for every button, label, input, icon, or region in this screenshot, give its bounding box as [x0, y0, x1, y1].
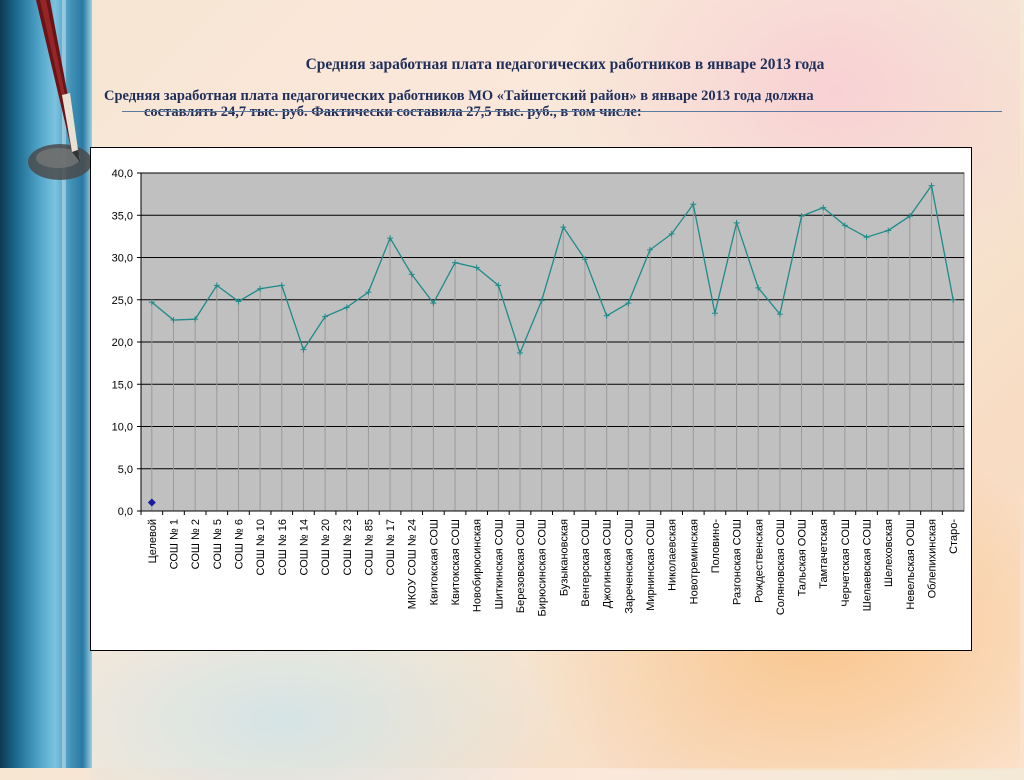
x-tick-label: Бузыкановская	[558, 519, 570, 596]
y-tick-label: 15,0	[112, 379, 133, 391]
data-point	[841, 222, 848, 229]
x-tick-label: СОШ № 14	[298, 519, 310, 576]
data-point	[776, 311, 783, 318]
subtitle-line-2: составлять 24,7 тыс. руб. Фактически сос…	[144, 104, 642, 120]
x-tick-label: Шиткинская СОШ	[493, 519, 505, 609]
x-tick-label: Шелаевская СОШ	[862, 519, 874, 611]
x-tick-label: Рождественская	[753, 519, 765, 603]
data-point	[538, 297, 545, 304]
y-tick-label: 25,0	[112, 295, 133, 307]
data-point	[950, 296, 957, 303]
x-tick-label: СОШ № 23	[342, 519, 354, 576]
data-point	[711, 310, 718, 317]
x-tick-label: Березовская СОШ	[515, 519, 527, 613]
data-point	[452, 259, 459, 266]
pen-icon	[28, 0, 92, 180]
data-point	[690, 201, 697, 208]
decorative-stripe	[62, 0, 66, 768]
data-point	[495, 282, 502, 289]
data-point	[213, 282, 220, 289]
data-point	[755, 284, 762, 291]
data-point	[343, 304, 350, 311]
x-tick-label: Николаевская	[667, 519, 679, 591]
x-tick-label: Новобирюсинская	[472, 519, 484, 612]
data-point	[863, 234, 870, 241]
data-point	[820, 204, 827, 211]
data-point	[733, 219, 740, 226]
decorative-side-bar	[0, 0, 92, 768]
x-tick-label: Целевой	[147, 519, 159, 563]
data-point	[365, 289, 372, 296]
x-tick-label: Венгерская СОШ	[580, 519, 592, 607]
data-point	[473, 264, 480, 271]
page-title: Средняя заработная плата педагогических …	[305, 56, 825, 73]
x-tick-label: СОШ № 17	[385, 519, 397, 576]
x-tick-label: СОШ № 6	[233, 519, 245, 569]
data-point	[430, 300, 437, 307]
x-tick-label: СОШ № 20	[320, 519, 332, 576]
page-subtitle: Средняя заработная плата педагогических …	[104, 88, 984, 120]
x-tick-label: Зареченская СОШ	[623, 519, 635, 614]
x-tick-label: Разгонская СОШ	[732, 519, 744, 605]
data-point	[625, 300, 632, 307]
x-tick-label: Квитокская СОШ	[450, 519, 462, 605]
x-tick-label: Квитокская СОШ	[428, 519, 440, 605]
x-tick-label: Мирнинская СОШ	[645, 519, 657, 611]
x-tick-label: СОШ № 85	[363, 519, 375, 576]
data-point	[322, 313, 329, 320]
x-tick-label: Черчетская СОШ	[840, 519, 852, 607]
data-point	[278, 282, 285, 289]
data-point	[603, 312, 610, 319]
series-line	[151, 184, 954, 355]
x-tick-label: Тальская ООШ	[797, 519, 809, 596]
target-point	[147, 498, 156, 507]
y-tick-label: 40,0	[112, 168, 133, 180]
x-tick-label: Невельская ООШ	[905, 519, 917, 610]
x-tick-label: Старо-	[948, 519, 960, 554]
x-tick-label: Тамтачетская	[818, 519, 830, 589]
y-tick-label: 0,0	[118, 506, 133, 518]
chart-container: 0,0 5,0 10,0 15,0 20,0 25,0 30,0 35,0 40,0 Целево…	[90, 147, 972, 651]
data-point	[646, 246, 653, 253]
data-point	[798, 213, 805, 220]
subtitle-line-1: Средняя заработная плата педагогических …	[104, 88, 814, 104]
x-tick-label: Облепихинская	[927, 519, 939, 598]
x-tick-label: СОШ № 1	[168, 519, 180, 569]
x-tick-label: Половино-	[710, 519, 722, 574]
y-tick-label: 10,0	[112, 422, 133, 434]
data-point	[517, 349, 524, 356]
x-tick-label: Новотреминская	[688, 519, 700, 604]
data-point	[560, 224, 567, 231]
data-point	[408, 271, 415, 278]
x-tick-label: МКОУ СОШ № 24	[407, 519, 419, 609]
data-point	[928, 182, 935, 189]
x-tick-label: Джогинская СОШ	[602, 519, 614, 608]
data-point	[885, 227, 892, 234]
data-point	[906, 213, 913, 220]
data-point	[170, 317, 177, 324]
x-tick-label: СОШ № 16	[277, 519, 289, 576]
y-tick-label: 35,0	[112, 210, 133, 222]
y-tick-label: 20,0	[112, 337, 133, 349]
data-point	[148, 299, 155, 306]
x-tick-label: Соляновская СОШ	[775, 519, 787, 615]
y-tick-label: 30,0	[112, 253, 133, 265]
x-tick-label: Шелеховская	[883, 519, 895, 587]
data-point	[192, 316, 199, 323]
data-point	[300, 346, 307, 353]
y-tick-label: 5,0	[118, 464, 133, 476]
data-point	[581, 256, 588, 263]
data-point	[668, 230, 675, 237]
data-point	[387, 235, 394, 242]
x-tick-label: Бирюсинская СОШ	[537, 519, 549, 616]
x-tick-label: СОШ № 5	[212, 519, 224, 569]
data-point	[257, 285, 264, 292]
x-tick-label: СОШ № 2	[190, 519, 202, 569]
x-tick-label: СОШ № 10	[255, 519, 267, 576]
data-point	[235, 298, 242, 305]
line-chart: 0,0 5,0 10,0 15,0 20,0 25,0 30,0 35,0 40,0 Целево…	[112, 168, 965, 616]
title-divider	[122, 111, 1002, 112]
